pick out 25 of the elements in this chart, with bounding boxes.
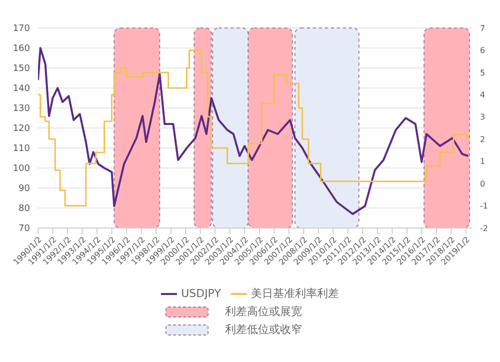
y2-tick-label: 6 — [480, 46, 486, 56]
y-tick-label: 100 — [12, 164, 30, 174]
y-tick-label: 70 — [18, 224, 30, 234]
y2-tick-label: 2 — [480, 134, 486, 144]
y-tick-label: 170 — [12, 24, 30, 34]
legend-label: 利差低位或收窄 — [225, 322, 302, 337]
legend-label: 利差高位或展宽 — [225, 304, 302, 319]
y2-tick-label: 5 — [480, 68, 486, 78]
y2-tick-label: 0 — [480, 179, 486, 188]
y2-tick-label: -1 — [480, 202, 488, 211]
y2-tick-label: 7 — [480, 24, 486, 33]
y2-tick-label: 4 — [480, 90, 486, 100]
y2-tick-label: -2 — [480, 224, 488, 233]
y-tick-label: 90 — [18, 184, 30, 194]
y-tick-label: 80 — [18, 204, 30, 214]
y-tick-label: 120 — [12, 124, 30, 134]
y-tick-label: 160 — [12, 44, 30, 54]
y2-tick-label: 3 — [480, 112, 486, 122]
legend-label: USDJPY — [181, 287, 221, 300]
y-tick-label: 110 — [12, 144, 30, 154]
y2-tick-label: 1 — [480, 157, 486, 166]
legend-label: 美日基准利率利差 — [250, 286, 339, 301]
y-tick-label: 130 — [12, 104, 30, 114]
y-tick-label: 140 — [12, 84, 30, 94]
y-tick-label: 150 — [12, 64, 30, 74]
